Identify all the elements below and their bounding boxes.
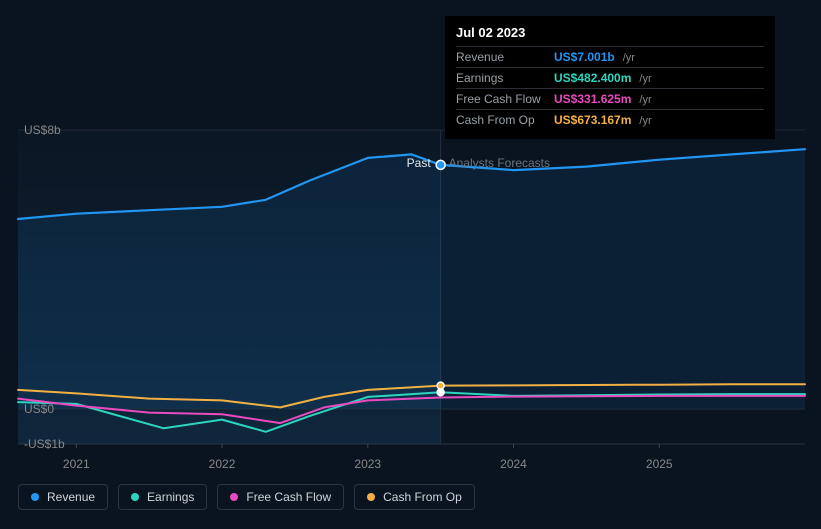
tooltip-row: Cash From Op US$673.167m/yr xyxy=(456,109,764,130)
chart-legend: Revenue Earnings Free Cash Flow Cash From O… xyxy=(18,484,475,510)
legend-item-label: Revenue xyxy=(47,490,95,504)
tooltip-row-label: Revenue xyxy=(456,50,546,64)
chart-tooltip: Jul 02 2023 Revenue US$7.001b/yr Earnings US… xyxy=(445,16,775,139)
section-label-past: Past xyxy=(407,156,431,170)
tooltip-row: Free Cash Flow US$331.625m/yr xyxy=(456,88,764,109)
legend-item-fcf[interactable]: Free Cash Flow xyxy=(217,484,344,510)
tooltip-row-value: US$7.001b xyxy=(554,50,615,64)
legend-item-label: Cash From Op xyxy=(383,490,462,504)
legend-dot-icon xyxy=(131,493,139,501)
legend-item-cfo[interactable]: Cash From Op xyxy=(354,484,475,510)
tooltip-row-value: US$673.167m xyxy=(554,113,631,127)
tooltip-date: Jul 02 2023 xyxy=(456,23,764,46)
legend-dot-icon xyxy=(31,493,39,501)
tooltip-row-label: Earnings xyxy=(456,71,546,85)
y-axis-label: US$0 xyxy=(24,402,54,416)
tooltip-row-unit: /yr xyxy=(639,115,651,127)
tooltip-row: Earnings US$482.400m/yr xyxy=(456,67,764,88)
x-axis-label: 2023 xyxy=(354,457,381,471)
tooltip-row-value: US$482.400m xyxy=(554,71,631,85)
x-axis-label: 2022 xyxy=(209,457,236,471)
legend-dot-icon xyxy=(230,493,238,501)
y-axis-label: -US$1b xyxy=(24,437,65,451)
x-axis-label: 2025 xyxy=(646,457,673,471)
tooltip-row-value: US$331.625m xyxy=(554,92,631,106)
tooltip-row-unit: /yr xyxy=(639,94,651,106)
y-axis-label: US$8b xyxy=(24,123,61,137)
legend-item-label: Free Cash Flow xyxy=(246,490,331,504)
legend-item-revenue[interactable]: Revenue xyxy=(18,484,108,510)
tooltip-row: Revenue US$7.001b/yr xyxy=(456,46,764,67)
tooltip-row-unit: /yr xyxy=(623,52,635,64)
tooltip-row-label: Free Cash Flow xyxy=(456,92,546,106)
legend-item-label: Earnings xyxy=(147,490,194,504)
legend-item-earnings[interactable]: Earnings xyxy=(118,484,207,510)
x-axis-label: 2021 xyxy=(63,457,90,471)
tooltip-row-unit: /yr xyxy=(639,73,651,85)
legend-dot-icon xyxy=(367,493,375,501)
section-label-forecast: Analysts Forecasts xyxy=(449,156,550,170)
tooltip-row-label: Cash From Op xyxy=(456,113,546,127)
x-axis-label: 2024 xyxy=(500,457,527,471)
